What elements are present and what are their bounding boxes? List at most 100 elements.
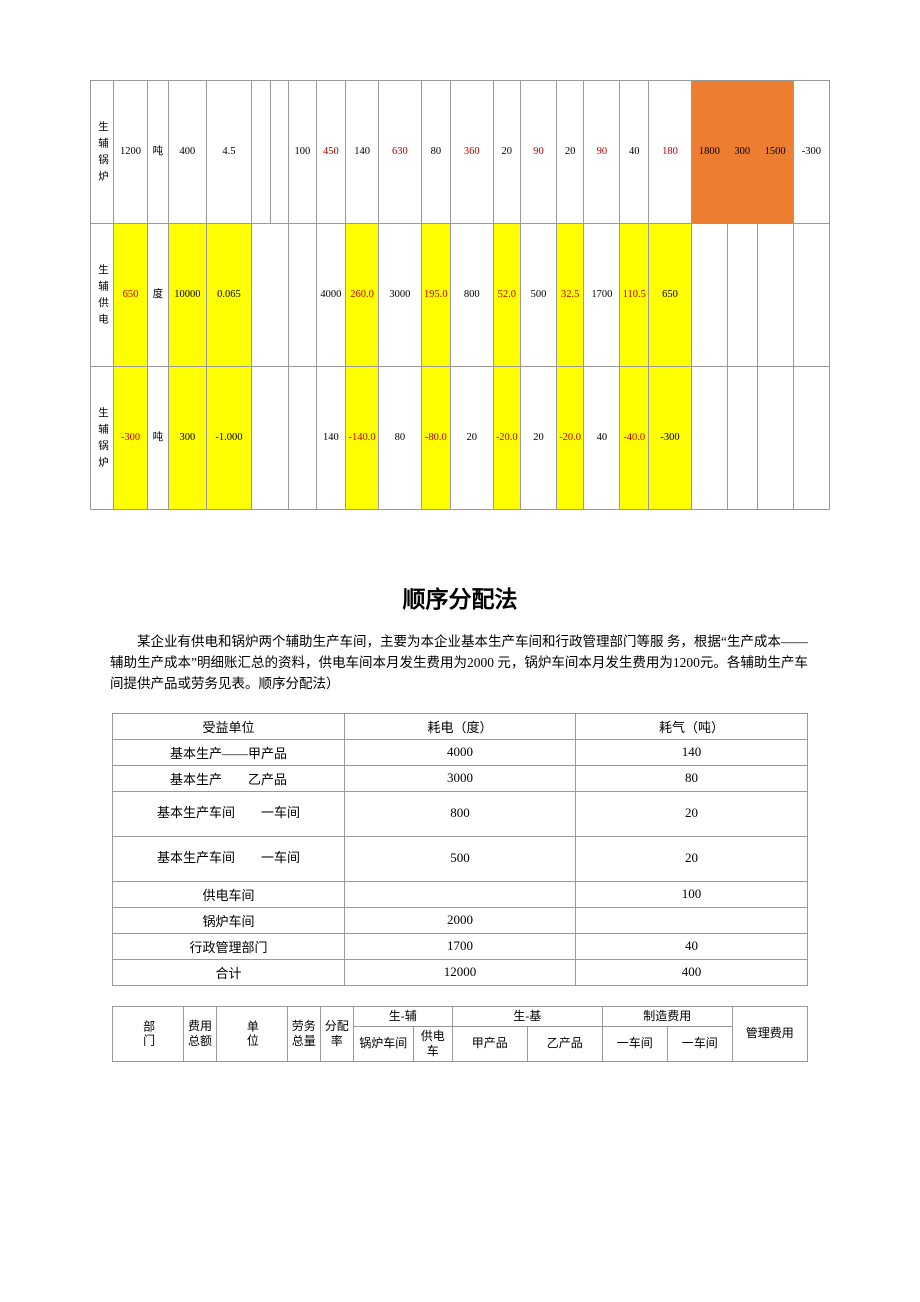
data-cell: -300	[113, 367, 147, 510]
data-cell	[576, 907, 808, 933]
data-cell: 度	[147, 224, 168, 367]
data-cell: 3000	[344, 765, 576, 791]
data-cell: 20	[557, 81, 584, 224]
data-cell: 400	[576, 959, 808, 985]
data-cell: 基本生产车间 一车间	[113, 836, 345, 881]
data-cell	[344, 881, 576, 907]
data-cell: 0.065	[207, 224, 252, 367]
data-cell: 80	[421, 81, 450, 224]
data-cell: 基本生产 乙产品	[113, 765, 345, 791]
data-cell: 1700	[344, 933, 576, 959]
data-cell: 90	[584, 81, 620, 224]
subcol-ws1: 一车间	[602, 1026, 667, 1061]
data-cell: 40	[576, 933, 808, 959]
data-cell: 4000	[316, 224, 346, 367]
data-cell	[289, 367, 316, 510]
data-cell: 500	[520, 224, 556, 367]
intro-paragraph: 某企业有供电和锅炉两个辅助生产车间，主要为本企业基本生产车间和行政管理部门等服 …	[110, 632, 810, 695]
data-cell	[289, 224, 316, 367]
data-cell: 12000	[344, 959, 576, 985]
data-cell: 2000	[344, 907, 576, 933]
data-cell: 40	[584, 367, 620, 510]
data-cell: -300	[793, 81, 829, 224]
col-rate: 分配率	[320, 1006, 353, 1061]
col-unit: 单位	[217, 1006, 288, 1061]
data-cell	[691, 367, 727, 510]
subcol-ws2: 一车间	[667, 1026, 732, 1061]
col-mfg-cost: 制造费用	[602, 1006, 732, 1026]
data-cell: 4000	[344, 739, 576, 765]
subcol-power: 供电车	[413, 1026, 452, 1061]
header-cell: 耗气（吨）	[576, 713, 808, 739]
data-cell: -1.000	[207, 367, 252, 510]
data-cell	[251, 81, 270, 224]
data-cell	[251, 224, 288, 367]
empty-cell	[793, 224, 829, 367]
data-cell	[270, 81, 289, 224]
data-cell: 140	[316, 367, 346, 510]
subcol-boiler: 锅炉车间	[353, 1026, 413, 1061]
data-cell: 20	[450, 367, 493, 510]
data-cell: 100	[576, 881, 808, 907]
allocation-header-table: 部门 费用总额 单位 劳务总量 分配率 生-辅 生-基 制造费用 管理费用 锅炉…	[112, 1006, 808, 1062]
data-cell: 锅炉车间	[113, 907, 345, 933]
data-cell	[727, 224, 757, 367]
data-cell: 合计	[113, 959, 345, 985]
consumption-table: 受益单位耗电（度）耗气（吨） 基本生产——甲产品4000140 基本生产 乙产品30…	[112, 713, 808, 986]
data-cell: 180	[649, 81, 692, 224]
data-cell: 140	[576, 739, 808, 765]
data-cell: 800	[344, 791, 576, 836]
data-cell: 吨	[147, 367, 168, 510]
data-cell: 1800	[691, 81, 727, 224]
data-cell: -140.0	[346, 367, 379, 510]
header-cell: 耗电（度）	[344, 713, 576, 739]
data-cell: 100	[289, 81, 316, 224]
data-cell: 基本生产车间 一车间	[113, 791, 345, 836]
data-cell: 630	[379, 81, 422, 224]
data-cell: 800	[450, 224, 493, 367]
section-title: 顺序分配法	[90, 580, 830, 614]
allocation-table-1: 生辅锅炉1200吨4004.51004501406308036020902090…	[90, 80, 830, 510]
data-cell: 650	[113, 224, 147, 367]
data-cell: -300	[649, 367, 692, 510]
data-cell: 300	[168, 367, 206, 510]
data-cell: 300	[727, 81, 757, 224]
data-cell: 650	[649, 224, 692, 367]
data-cell: 90	[520, 81, 556, 224]
data-cell	[691, 224, 727, 367]
data-cell: 40	[620, 81, 649, 224]
data-cell: 1700	[584, 224, 620, 367]
data-cell: 20	[520, 367, 556, 510]
data-cell: 110.5	[620, 224, 649, 367]
row-label: 生辅锅炉	[91, 367, 114, 510]
data-cell: 80	[379, 367, 422, 510]
data-cell	[757, 367, 793, 510]
data-cell: 1500	[757, 81, 793, 224]
col-admin-cost: 管理费用	[732, 1006, 807, 1061]
data-cell: 3000	[379, 224, 422, 367]
data-cell	[727, 367, 757, 510]
data-cell	[757, 224, 793, 367]
data-cell: 1200	[113, 81, 147, 224]
col-total-cost: 费用总额	[184, 1006, 217, 1061]
data-cell: 基本生产——甲产品	[113, 739, 345, 765]
data-cell: 吨	[147, 81, 168, 224]
data-cell: 20	[576, 836, 808, 881]
col-aux-prod: 生-辅	[353, 1006, 452, 1026]
row-label: 生辅供电	[91, 224, 114, 367]
data-cell: 500	[344, 836, 576, 881]
header-cell: 受益单位	[113, 713, 345, 739]
col-labor-qty: 劳务总量	[287, 1006, 320, 1061]
data-cell: -20.0	[493, 367, 520, 510]
empty-cell	[793, 367, 829, 510]
subcol-prod-a: 甲产品	[452, 1026, 527, 1061]
data-cell: 80	[576, 765, 808, 791]
data-cell: 140	[346, 81, 379, 224]
data-cell: 360	[450, 81, 493, 224]
data-cell: 52.0	[493, 224, 520, 367]
data-cell: 行政管理部门	[113, 933, 345, 959]
data-cell: 260.0	[346, 224, 379, 367]
data-cell	[251, 367, 288, 510]
data-cell: -40.0	[620, 367, 649, 510]
data-cell: 450	[316, 81, 346, 224]
